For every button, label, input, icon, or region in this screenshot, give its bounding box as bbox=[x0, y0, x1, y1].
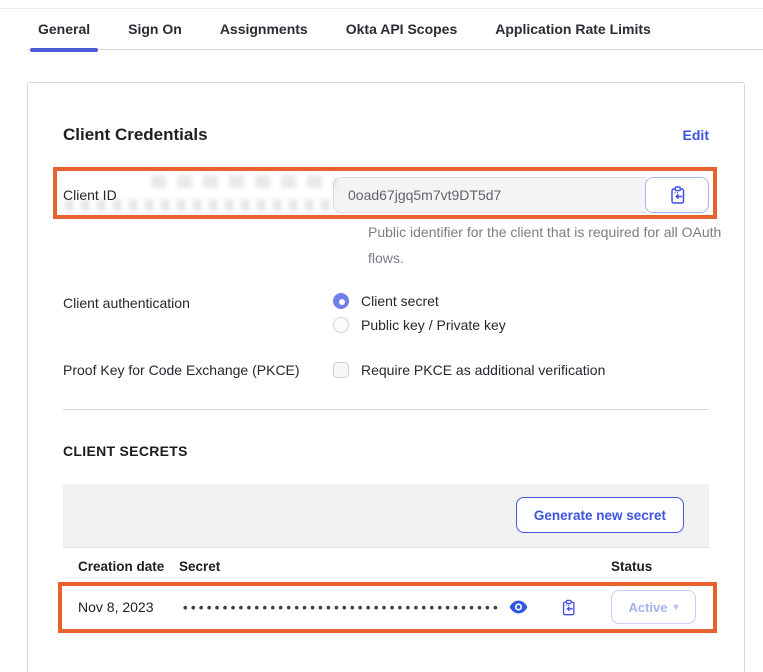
secrets-table-header: Creation date Secret Status bbox=[63, 547, 709, 584]
client-authentication-row: Client authentication Client secret Publ… bbox=[63, 293, 709, 333]
radio-client-secret[interactable]: Client secret bbox=[333, 293, 709, 309]
tab-sign-on[interactable]: Sign On bbox=[128, 21, 182, 37]
radio-unselected-icon[interactable] bbox=[333, 317, 349, 333]
section-divider bbox=[63, 409, 709, 410]
radio-public-private-key-label: Public key / Private key bbox=[361, 317, 506, 333]
client-credentials-header: Client Credentials Edit bbox=[63, 125, 709, 145]
pkce-row: Proof Key for Code Exchange (PKCE) Requi… bbox=[63, 361, 709, 379]
tab-general[interactable]: General bbox=[30, 14, 99, 52]
header-status: Status bbox=[611, 559, 653, 574]
app-tabs: General Sign On Assignments Okta API Sco… bbox=[30, 14, 763, 52]
secret-table-row: Nov 8, 2023 ••••••••••••••••••••••••••••… bbox=[58, 582, 717, 633]
pkce-checkbox-option[interactable]: Require PKCE as additional verification bbox=[333, 362, 709, 378]
pkce-label: Proof Key for Code Exchange (PKCE) bbox=[63, 362, 300, 378]
client-id-row: Client ID bbox=[53, 167, 717, 219]
header-creation-date: Creation date bbox=[78, 559, 165, 574]
copy-secret-button[interactable] bbox=[560, 598, 577, 617]
checkbox-unchecked-icon[interactable] bbox=[333, 362, 349, 378]
generate-new-secret-button[interactable]: Generate new secret bbox=[515, 497, 684, 533]
radio-client-secret-label: Client secret bbox=[361, 293, 439, 309]
pkce-option-label: Require PKCE as additional verification bbox=[361, 362, 606, 378]
header-secret: Secret bbox=[179, 559, 221, 574]
eye-icon bbox=[509, 600, 528, 614]
client-id-helper-text: Public identifier for the client that is… bbox=[368, 224, 722, 266]
masked-secret-value: •••••••••••••••••••••••••••••••••••••••• bbox=[183, 599, 502, 615]
client-authentication-label: Client authentication bbox=[63, 295, 190, 311]
general-settings-card: Client Credentials Edit Client ID bbox=[27, 82, 745, 672]
radio-selected-icon[interactable] bbox=[333, 293, 349, 309]
tab-application-rate-limits[interactable]: Application Rate Limits bbox=[495, 21, 651, 37]
edit-button[interactable]: Edit bbox=[682, 127, 709, 143]
clipboard-copy-icon bbox=[668, 185, 687, 205]
radio-public-private-key[interactable]: Public key / Private key bbox=[333, 317, 709, 333]
reveal-secret-button[interactable] bbox=[509, 600, 528, 614]
secret-status-dropdown[interactable]: Active ▾ bbox=[611, 590, 696, 624]
client-secrets-title: CLIENT SECRETS bbox=[63, 443, 188, 459]
client-id-label: Client ID bbox=[63, 187, 117, 203]
tab-okta-api-scopes[interactable]: Okta API Scopes bbox=[345, 21, 458, 37]
status-label: Active bbox=[628, 599, 668, 615]
tab-assignments[interactable]: Assignments bbox=[219, 21, 308, 37]
clipboard-copy-icon bbox=[560, 598, 577, 617]
copy-client-id-button[interactable] bbox=[645, 177, 709, 213]
client-credentials-title: Client Credentials bbox=[63, 125, 208, 144]
chevron-down-icon: ▾ bbox=[673, 601, 679, 613]
tabbar-border bbox=[27, 49, 763, 50]
secret-creation-date: Nov 8, 2023 bbox=[78, 599, 154, 615]
client-secrets-toolbar: Generate new secret bbox=[63, 484, 709, 547]
top-divider bbox=[0, 8, 763, 9]
client-id-input[interactable] bbox=[333, 177, 647, 213]
